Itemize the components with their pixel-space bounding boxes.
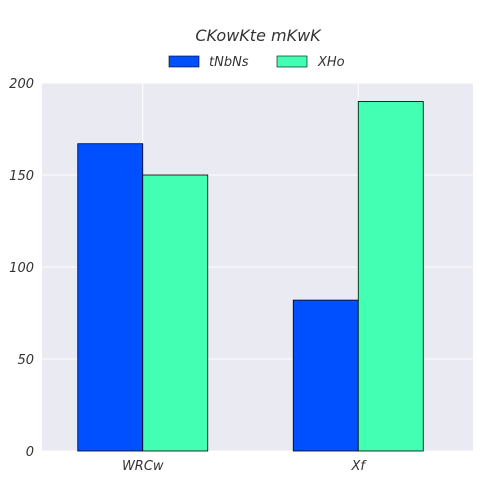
x-tick-label: Xf [351,459,368,474]
y-axis-ticks: 0 50 100 150 200 [9,77,34,460]
legend-swatch-series-1 [168,55,200,68]
y-tick-label: 50 [17,353,34,368]
bar-XHo-Xf [357,101,424,452]
bar-XHo-WRCw [142,174,209,452]
y-tick-label: 0 [26,445,34,460]
x-axis-ticks: WRCw Xf [122,459,367,474]
x-tick-label: WRCw [122,459,164,474]
y-tick-label: 200 [9,77,34,92]
legend-label-series-1: tNbNs [209,55,249,70]
bars [77,101,424,452]
chart-title: CKowKte mKwK [195,26,322,45]
bar-tNbNs-WRCw [77,143,144,452]
bar-tNbNs-Xf [292,299,359,452]
y-tick-label: 150 [9,169,34,184]
y-tick-label: 100 [9,261,34,276]
legend-swatch-series-2 [276,55,308,68]
legend-label-series-2: XHo [317,55,345,70]
legend: tNbNs XHo [168,55,345,70]
